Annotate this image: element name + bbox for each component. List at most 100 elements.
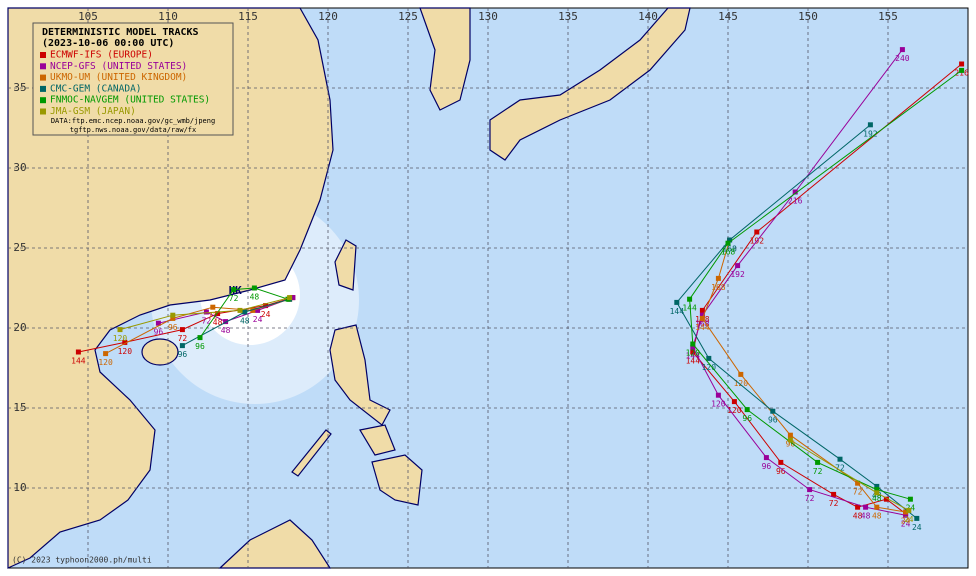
track-point [792, 189, 798, 195]
track-point [867, 122, 873, 128]
track-point [899, 47, 905, 53]
track-point [215, 311, 221, 317]
lon-label: 145 [718, 10, 738, 23]
forecast-hour: 72 [813, 467, 823, 476]
legend: DETERMINISTIC MODEL TRACKS (2023-10-06 0… [32, 22, 234, 136]
track-point [787, 432, 793, 438]
forecast-hour: 24 [253, 315, 263, 324]
forecast-hour: 120 [727, 406, 742, 415]
track-point [754, 229, 760, 235]
forecast-hour: 144 [686, 357, 701, 366]
track-line [676, 124, 918, 519]
track-point [831, 491, 837, 497]
forecast-hour: 168 [711, 283, 726, 292]
forecast-hour: 120 [734, 379, 749, 388]
forecast-hour: 192 [863, 129, 878, 138]
forecast-hour: 96 [768, 416, 778, 425]
title: DETERMINISTIC MODEL TRACKS [42, 27, 199, 38]
lon-label: 110 [158, 10, 178, 23]
track-point [906, 507, 912, 513]
track-point [863, 504, 869, 510]
forecast-hour: 48 [240, 317, 250, 326]
forecast-hour: 216 [788, 197, 803, 206]
forecast-hour: 72 [805, 494, 815, 503]
forecast-hour: 120 [686, 349, 701, 358]
track-point [250, 307, 256, 313]
forecast-hour: 24 [901, 520, 911, 529]
mindanao [371, 454, 423, 506]
legend-swatch [40, 97, 46, 104]
track-point [738, 371, 744, 377]
forecast-hour: 24 [261, 310, 271, 319]
track-point [210, 304, 216, 310]
track-point [807, 487, 813, 493]
borneo [218, 519, 332, 569]
credit: DATA:ftp.emc.ncep.noaa.gov/gc_wmb/jpeng [51, 117, 215, 125]
track-point [699, 312, 705, 318]
lat-label: 35 [13, 81, 26, 94]
track-point [251, 285, 257, 291]
legend-entry: CMC-GEM (CANADA) [50, 83, 142, 94]
track-line [692, 63, 962, 514]
forecast-hour: 144 [71, 357, 86, 366]
luzon [329, 324, 391, 426]
forecast-hour: 96 [178, 350, 188, 359]
track-line [692, 49, 906, 516]
lat-label: 25 [13, 241, 26, 254]
track-point [170, 315, 176, 321]
track-point [715, 392, 721, 398]
track-point [706, 355, 712, 361]
legend-swatch [40, 63, 46, 70]
track-point [290, 295, 296, 301]
track-point [690, 349, 696, 355]
track-point [770, 408, 776, 414]
lon-label: 140 [638, 10, 658, 23]
legend-entry: JMA-GSM (JAPAN) [50, 106, 136, 117]
track-point [778, 459, 784, 465]
graticule: 105 110 115 120 125 130 135 140 145 150 155 10 15 20 2… [8, 8, 968, 568]
track-point [763, 455, 769, 461]
forecast-hour: 24 [912, 523, 922, 532]
legend-entry: FNMOC-NAVGEM (UNITED STATES) [50, 95, 210, 106]
track-point [874, 490, 880, 496]
legend-swatch [40, 52, 46, 58]
forecast-hour: 120 [118, 347, 133, 356]
track-point [179, 343, 185, 349]
forecast-hour: 240 [895, 54, 910, 63]
track-point [837, 456, 843, 462]
track-point [242, 309, 248, 315]
forecast-hour: 48 [853, 512, 863, 521]
forecast-hour: 72 [202, 317, 212, 326]
lat-label: 10 [13, 481, 26, 494]
forecast-hour: 96 [154, 328, 164, 337]
track-point [237, 307, 243, 313]
track-line [689, 69, 962, 500]
taiwan [334, 239, 357, 291]
forecast-hour: 72 [853, 488, 863, 497]
forecast-hour: 48 [221, 326, 231, 335]
track-point [255, 307, 261, 313]
track-point [231, 287, 237, 293]
legend-box [32, 22, 234, 136]
forecast-hour: 168 [721, 248, 736, 257]
forecast-hour: 168 [695, 320, 710, 329]
track-point [787, 437, 793, 443]
legend-entry: ECMWF-IFS (EUROPE) [50, 50, 153, 61]
track-point [735, 263, 741, 269]
forecast-hour: 120 [98, 358, 113, 367]
track-point [874, 504, 880, 510]
track-line [199, 287, 289, 338]
track-point [155, 320, 161, 326]
korea [419, 7, 471, 111]
forecast-hour: 144 [695, 323, 710, 332]
date: (2023-10-06 00:00 UTC) [42, 38, 174, 49]
legend-entry: NCEP-GFS (UNITED STATES) [50, 61, 187, 72]
track-point [699, 307, 705, 313]
land [7, 7, 691, 569]
lon-label: 135 [558, 10, 578, 23]
track-point [727, 237, 733, 243]
lon-label: 105 [78, 10, 98, 23]
forecast-hour: 168 [722, 245, 737, 254]
track-point [122, 339, 128, 345]
